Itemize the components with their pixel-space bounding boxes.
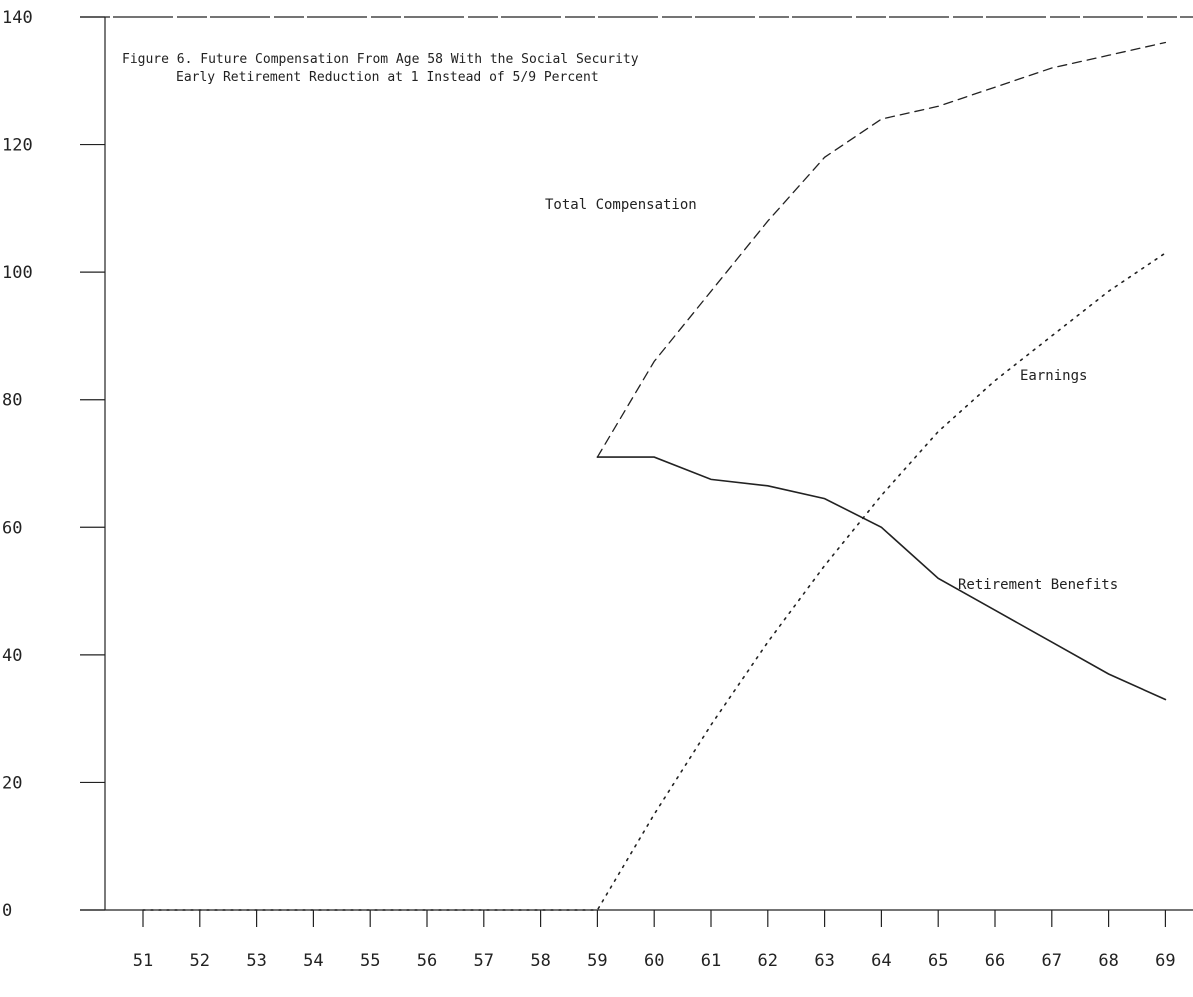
x-tick-label: 65 [928, 951, 948, 971]
y-tick-label: 140 [2, 8, 33, 28]
series-line-earnings [142, 252, 1167, 911]
y-tick-label: 20 [2, 773, 22, 793]
x-tick-label: 69 [1155, 951, 1175, 971]
x-tick-label: 67 [1042, 951, 1062, 971]
x-tick-label: 61 [701, 951, 721, 971]
series-layer [142, 41, 1167, 911]
chart-subtitle: Early Retirement Reduction at 1 Instead … [176, 70, 599, 85]
chart-title: Figure 6. Future Compensation From Age 5… [122, 52, 639, 67]
x-tick-label: 59 [587, 951, 607, 971]
x-ticks: 51 52 53 54 55 56 57 58 59 60 61 62 63 64 65 66 67 68 69 [133, 910, 1176, 971]
x-tick-label: 51 [133, 951, 153, 971]
x-tick-label: 60 [644, 951, 664, 971]
x-tick-label: 56 [417, 951, 437, 971]
x-tick-label: 53 [246, 951, 266, 971]
y-ticks: 0 20 40 60 80 100 120 140 [2, 8, 105, 921]
x-tick-label: 58 [530, 951, 550, 971]
series-line-total-compensation [596, 41, 1167, 458]
x-tick-label: 62 [758, 951, 778, 971]
x-tick-label: 57 [474, 951, 494, 971]
x-tick-label: 55 [360, 951, 380, 971]
x-tick-label: 66 [985, 951, 1005, 971]
x-tick-label: 64 [871, 951, 891, 971]
chart-title-block: Figure 6. Future Compensation From Age 5… [122, 52, 639, 85]
y-tick-label: 120 [2, 136, 33, 156]
x-tick-label: 52 [190, 951, 210, 971]
series-label-earnings: Earnings [1020, 368, 1087, 384]
series-labels: Total Compensation Earnings Retirement B… [545, 197, 1118, 593]
y-tick-label: 40 [2, 646, 22, 666]
y-tick-label: 80 [2, 391, 22, 411]
y-tick-label: 0 [2, 901, 12, 921]
y-tick-label: 100 [2, 263, 33, 283]
axes [80, 16, 1193, 911]
y-tick-label: 60 [2, 518, 22, 538]
series-line-retirement-benefits [596, 456, 1167, 701]
x-tick-label: 54 [303, 951, 323, 971]
x-tick-label: 68 [1098, 951, 1118, 971]
series-label-total-compensation: Total Compensation [545, 197, 697, 213]
x-tick-label: 63 [814, 951, 834, 971]
series-label-retirement-benefits: Retirement Benefits [958, 577, 1118, 593]
